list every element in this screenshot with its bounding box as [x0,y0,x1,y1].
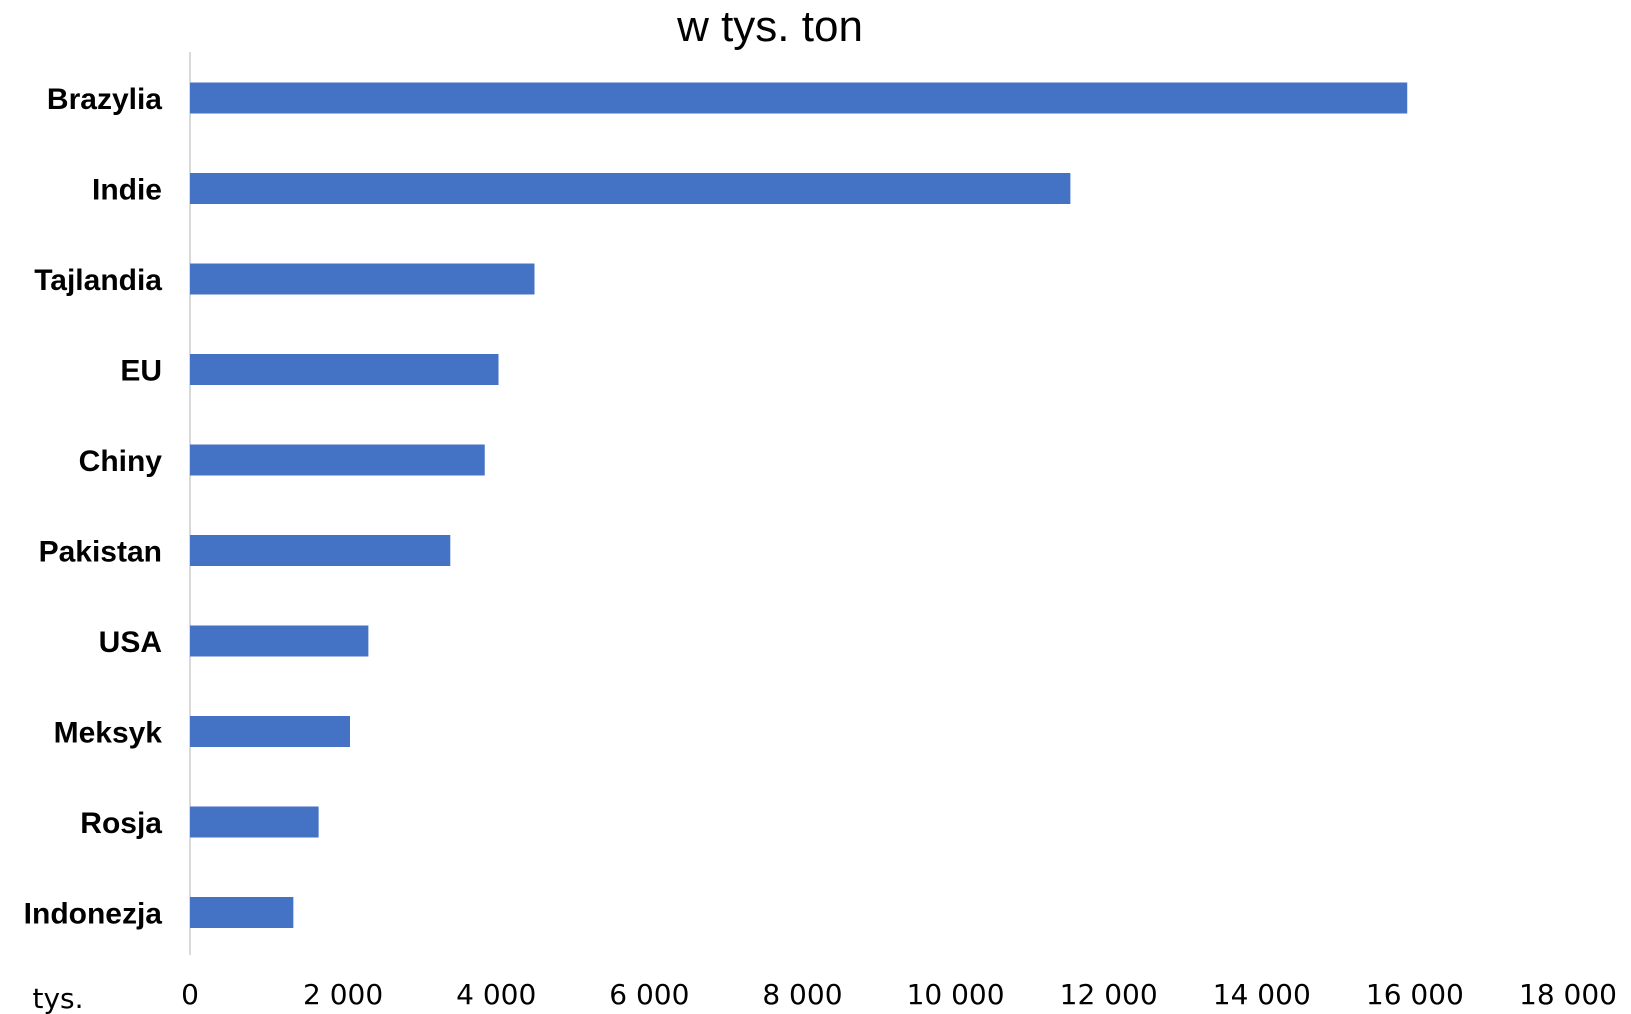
x-tick-label: 4 000 [456,978,536,1011]
x-tick-label: 16 000 [1366,978,1464,1011]
x-tick-labels: 0 2 000 4 000 6 000 8 000 10 000 12 000 14 000 1… [181,978,1617,1011]
bar-chiny [190,444,485,476]
x-tick-label: 18 000 [1519,978,1617,1011]
bar-indie [190,173,1071,204]
bar-eu [190,354,499,385]
x-tick-label: 12 000 [1060,978,1158,1011]
category-label: Indie [92,174,162,207]
x-tick-label: 14 000 [1213,978,1311,1011]
x-tick-label: 10 000 [907,978,1005,1011]
category-label: USA [99,626,162,659]
bar-pakistan [190,535,451,566]
bar-brazylia [190,82,1408,114]
x-axis-unit-label: tys. [32,982,83,1014]
chart-title: w tys. ton [676,2,863,51]
bar-rosja [190,806,319,838]
category-label: Meksyk [54,717,163,750]
bar-tajlandia [190,263,535,295]
bar-usa [190,625,369,657]
category-label: Indonezja [24,898,163,931]
category-label: Tajlandia [34,264,162,297]
x-tick-label: 8 000 [762,978,842,1011]
category-label: Rosja [80,807,162,840]
category-label: Chiny [79,445,163,478]
category-label: EU [120,355,162,388]
bars-group [190,82,1408,928]
category-labels: Brazylia Indie Tajlandia EU Chiny Pakistan USA… [24,83,163,931]
x-tick-label: 2 000 [303,978,383,1011]
bar-meksyk [190,716,351,747]
category-label: Pakistan [39,536,162,569]
category-label: Brazylia [47,83,162,116]
bar-indonezja [190,897,294,928]
x-tick-label: 0 [181,978,199,1011]
x-tick-label: 6 000 [609,978,689,1011]
